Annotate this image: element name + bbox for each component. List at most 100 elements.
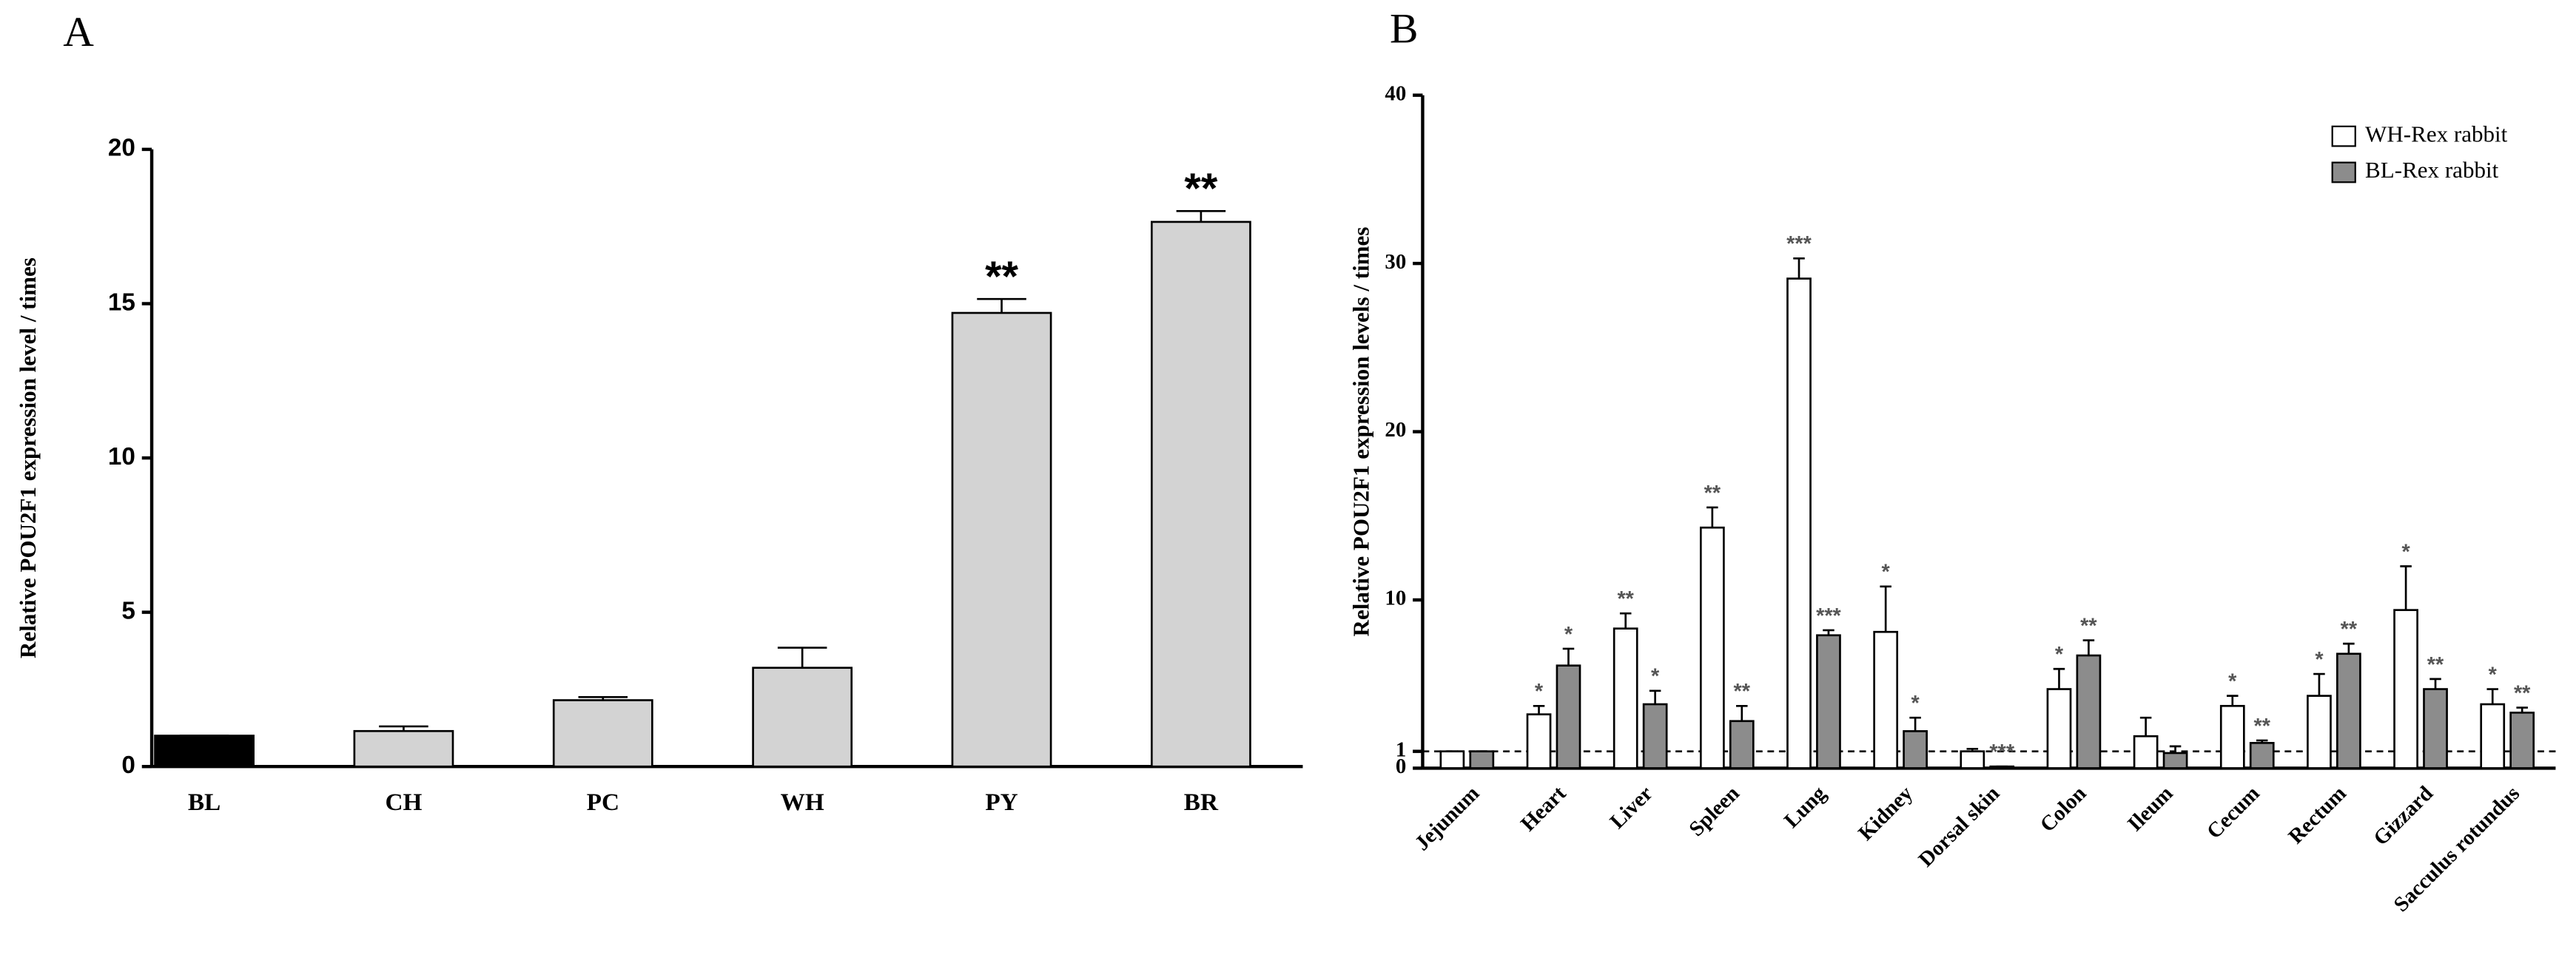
- bar: [1699, 526, 1725, 769]
- y-tick-label: 1: [1396, 738, 1406, 761]
- error-bar: [2082, 639, 2095, 656]
- x-tick-label: PC: [587, 789, 619, 816]
- significance-label: *: [2315, 648, 2324, 672]
- bar: [1642, 703, 1668, 769]
- x-tick-label: WH: [781, 789, 824, 816]
- significance-label: *: [1651, 665, 1660, 689]
- y-axis-label: Relative POU2F1 expression level / times: [15, 257, 41, 658]
- significance-label: **: [2427, 653, 2444, 677]
- significance-label: **: [2080, 614, 2097, 638]
- bar: [2423, 688, 2448, 769]
- bar: [2393, 609, 2418, 769]
- error-bar: [1793, 257, 1805, 279]
- x-tick-label: Cecum: [2202, 781, 2264, 843]
- y-tick-label: 30: [1385, 250, 1406, 274]
- significance-label: *: [2055, 643, 2064, 667]
- y-tick-label: 10: [1385, 587, 1406, 610]
- significance-label: **: [2514, 681, 2531, 705]
- bar: [1903, 730, 1928, 769]
- y-tick-label: 0: [1396, 755, 1406, 778]
- significance-label: **: [1734, 680, 1751, 704]
- bar: [2509, 712, 2535, 769]
- bar: [154, 735, 255, 768]
- bar: [1960, 750, 1985, 769]
- bar: [1729, 720, 1755, 769]
- x-tick-label: Heart: [1516, 781, 1571, 836]
- y-tick-label: 20: [108, 135, 135, 162]
- bar: [1526, 713, 1552, 769]
- panel-label: A: [63, 9, 94, 55]
- bar: [1816, 634, 1841, 769]
- significance-label: **: [1617, 587, 1634, 611]
- error-bar: [2139, 716, 2152, 737]
- significance-label: ***: [1816, 604, 1841, 628]
- bar: [552, 699, 653, 768]
- legend-swatch: [2331, 125, 2356, 147]
- error-bar: [2486, 688, 2499, 704]
- significance-label: *: [2401, 540, 2410, 564]
- error-bar: [1706, 506, 1718, 528]
- bar: [1556, 664, 1581, 769]
- error-bar: [2516, 706, 2528, 713]
- bar: [353, 729, 454, 768]
- x-tick-label: Gizzard: [2369, 781, 2438, 850]
- x-tick-label: BL: [188, 789, 221, 816]
- x-tick-label: CH: [385, 789, 422, 816]
- x-tick-label: Lung: [1780, 781, 1832, 833]
- y-tick-label: 5: [121, 597, 135, 624]
- bar: [2219, 704, 2245, 769]
- error-bar: [2313, 672, 2325, 696]
- significance-label: *: [1564, 623, 1573, 647]
- legend-label: BL-Rex rabbit: [2365, 157, 2499, 183]
- significance-label: **: [1184, 165, 1217, 212]
- y-tick-label: 40: [1385, 81, 1406, 105]
- error-bar: [2429, 678, 2441, 689]
- error-bar: [1649, 689, 1661, 704]
- error-bar: [1619, 612, 1632, 629]
- error-bar: [379, 725, 428, 732]
- error-bar: [1823, 629, 1835, 635]
- legend-swatch: [2331, 161, 2356, 183]
- y-tick-label: 10: [108, 443, 135, 470]
- bar: [1151, 220, 1251, 768]
- x-tick-label: PY: [985, 789, 1018, 816]
- error-bar: [2256, 739, 2268, 743]
- error-bar: [2169, 745, 2182, 753]
- significance-label: ***: [1786, 232, 1812, 256]
- bar: [2249, 741, 2275, 769]
- significance-label: *: [2228, 670, 2237, 694]
- bar: [951, 311, 1052, 768]
- error-bar: [1909, 716, 1921, 732]
- x-tick-label: Spleen: [1684, 781, 1743, 840]
- x-tick-label: Kidney: [1854, 781, 1917, 845]
- x-tick-label: Ileum: [2123, 781, 2178, 836]
- significance-label: **: [2341, 618, 2358, 641]
- bar: [1612, 627, 1638, 769]
- significance-label: *: [1911, 692, 1920, 715]
- significance-label: ***: [1989, 740, 2014, 764]
- y-tick-label: 20: [1385, 418, 1406, 442]
- significance-label: *: [1535, 680, 1544, 704]
- significance-label: *: [2489, 663, 2498, 686]
- bar: [2480, 703, 2506, 769]
- error-bar: [578, 696, 628, 701]
- panel-label: B: [1390, 6, 1418, 53]
- bar: [2336, 652, 2361, 769]
- y-axis-label: Relative POU2F1 expression levels / time…: [1348, 227, 1374, 637]
- error-bar: [1533, 704, 1545, 715]
- error-bar: [1562, 647, 1575, 666]
- bar: [1786, 277, 1812, 769]
- bar: [2046, 688, 2072, 769]
- legend-label: WH-Rex rabbit: [2365, 121, 2508, 146]
- y-tick-label: 0: [121, 752, 135, 779]
- error-bar: [1880, 585, 1891, 632]
- x-tick-label: Jejunum: [1410, 781, 1484, 855]
- x-tick-label: BR: [1184, 789, 1219, 816]
- error-bar: [1736, 704, 1748, 721]
- significance-label: *: [1882, 561, 1891, 584]
- significance-label: **: [985, 253, 1018, 300]
- bar: [1469, 750, 1495, 769]
- x-tick-label: Rectum: [2284, 781, 2351, 849]
